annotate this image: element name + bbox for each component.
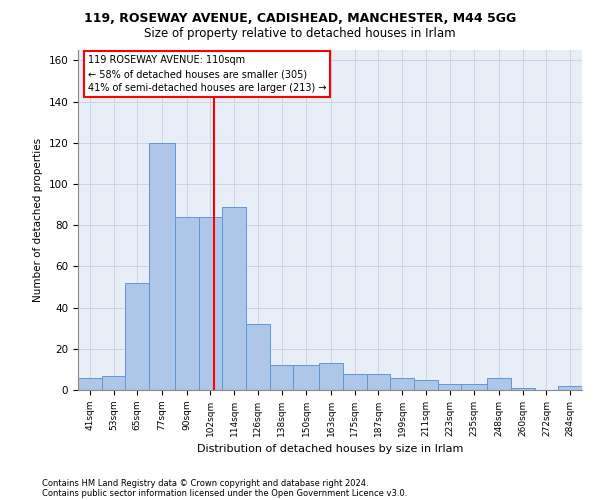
Bar	[438, 384, 461, 390]
Bar	[246, 324, 270, 390]
Bar	[558, 386, 582, 390]
Bar	[149, 142, 175, 390]
Bar	[175, 217, 199, 390]
Text: Contains public sector information licensed under the Open Government Licence v3: Contains public sector information licen…	[42, 488, 407, 498]
Bar	[102, 376, 125, 390]
Y-axis label: Number of detached properties: Number of detached properties	[33, 138, 43, 302]
Bar	[270, 366, 293, 390]
Bar	[78, 378, 102, 390]
Text: 119, ROSEWAY AVENUE, CADISHEAD, MANCHESTER, M44 5GG: 119, ROSEWAY AVENUE, CADISHEAD, MANCHEST…	[84, 12, 516, 26]
Bar	[390, 378, 414, 390]
Bar	[511, 388, 535, 390]
Bar	[293, 366, 319, 390]
Bar	[343, 374, 367, 390]
Bar	[487, 378, 511, 390]
Bar	[125, 283, 149, 390]
Text: Contains HM Land Registry data © Crown copyright and database right 2024.: Contains HM Land Registry data © Crown c…	[42, 478, 368, 488]
Text: 119 ROSEWAY AVENUE: 110sqm
← 58% of detached houses are smaller (305)
41% of sem: 119 ROSEWAY AVENUE: 110sqm ← 58% of deta…	[88, 55, 326, 93]
Bar	[222, 206, 246, 390]
Bar	[461, 384, 487, 390]
Text: Size of property relative to detached houses in Irlam: Size of property relative to detached ho…	[144, 28, 456, 40]
Bar	[199, 217, 222, 390]
Bar	[414, 380, 438, 390]
Bar	[367, 374, 390, 390]
Bar	[319, 363, 343, 390]
X-axis label: Distribution of detached houses by size in Irlam: Distribution of detached houses by size …	[197, 444, 463, 454]
